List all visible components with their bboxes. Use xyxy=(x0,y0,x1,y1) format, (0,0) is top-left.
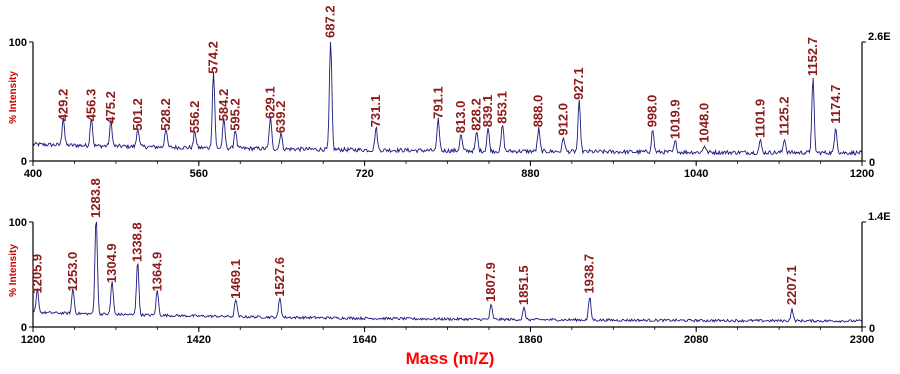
right-axis-bottom-label: 0 xyxy=(869,323,875,335)
x-tick-label: 720 xyxy=(355,168,373,180)
peak-label: 1938.7 xyxy=(582,254,597,294)
x-tick-label: 1200 xyxy=(850,168,874,180)
x-tick-label: 1860 xyxy=(518,334,542,346)
x-tick-label: 1200 xyxy=(21,334,45,346)
y-tick-label: 0 xyxy=(21,156,27,168)
peak-label: 853.1 xyxy=(495,91,510,124)
y-tick-label: 100 xyxy=(9,37,27,49)
peak-label: 1125.2 xyxy=(777,97,792,136)
x-tick-label: 2080 xyxy=(684,334,708,346)
peak-label: 501.2 xyxy=(130,98,145,131)
peak-label: 1048.0 xyxy=(697,103,712,143)
peak-label: 584.2 xyxy=(216,89,231,122)
x-axis-title: Mass (m/Z) xyxy=(406,349,495,368)
right-axis-top-label: 2.6E xyxy=(868,31,891,43)
x-tick-label: 880 xyxy=(521,168,539,180)
peak-label: 1152.7 xyxy=(805,37,820,76)
peak-label: 1338.8 xyxy=(130,222,145,262)
peak-label: 912.0 xyxy=(556,103,571,136)
y-tick-label: 0 xyxy=(21,322,27,334)
peak-label: 791.1 xyxy=(430,86,445,119)
x-tick-label: 1040 xyxy=(684,168,708,180)
peak-label: 1283.8 xyxy=(88,178,103,218)
peak-label: 595.2 xyxy=(227,98,242,131)
peak-label: 1469.1 xyxy=(228,259,243,299)
peak-label: 1527.6 xyxy=(272,257,287,297)
x-tick-label: 400 xyxy=(24,168,42,180)
y-tick-label: 100 xyxy=(9,217,27,229)
peak-label: 556.2 xyxy=(187,101,202,134)
x-tick-label: 2300 xyxy=(850,334,874,346)
right-axis-top-label: 1.4E xyxy=(868,211,891,223)
x-tick-label: 1420 xyxy=(187,334,211,346)
peak-label: 2207.1 xyxy=(784,265,799,305)
y-axis-title: % Intensity xyxy=(8,244,19,297)
peak-label: 813.0 xyxy=(453,101,468,134)
peak-label: 731.1 xyxy=(368,95,383,128)
peak-label: 839.1 xyxy=(480,95,495,128)
peak-label: 456.3 xyxy=(83,89,98,122)
peak-label: 639.2 xyxy=(273,101,288,134)
spectrum-trace-2 xyxy=(32,221,863,324)
peak-label: 1364.9 xyxy=(149,252,164,292)
x-tick-label: 1640 xyxy=(352,334,376,346)
peak-label: 888.0 xyxy=(531,95,546,128)
peak-label: 687.2 xyxy=(323,5,338,38)
peak-label: 1851.5 xyxy=(516,265,531,305)
peak-label: 429.2 xyxy=(55,89,70,122)
peak-label: 998.0 xyxy=(645,95,660,128)
peak-label: 828.2 xyxy=(469,98,484,131)
y-axis-title: % Intensity xyxy=(8,71,19,124)
peak-label: 1253.0 xyxy=(65,252,80,292)
peak-label: 927.1 xyxy=(571,67,586,100)
peak-label: 475.2 xyxy=(103,91,118,124)
peak-label: 1174.7 xyxy=(828,85,843,124)
peak-label: 1304.9 xyxy=(104,243,119,283)
right-axis-bottom-label: 0 xyxy=(869,157,875,169)
peak-label: 1019.9 xyxy=(667,99,682,139)
x-tick-label: 560 xyxy=(190,168,208,180)
peak-label: 574.2 xyxy=(206,41,221,74)
spectrum-trace-1 xyxy=(32,41,863,157)
peak-label: 629.1 xyxy=(262,86,277,119)
peak-label: 1205.9 xyxy=(29,254,44,294)
peak-label: 1807.9 xyxy=(483,262,498,302)
peak-label: 528.2 xyxy=(158,98,173,131)
peak-label: 1101.9 xyxy=(752,99,767,138)
